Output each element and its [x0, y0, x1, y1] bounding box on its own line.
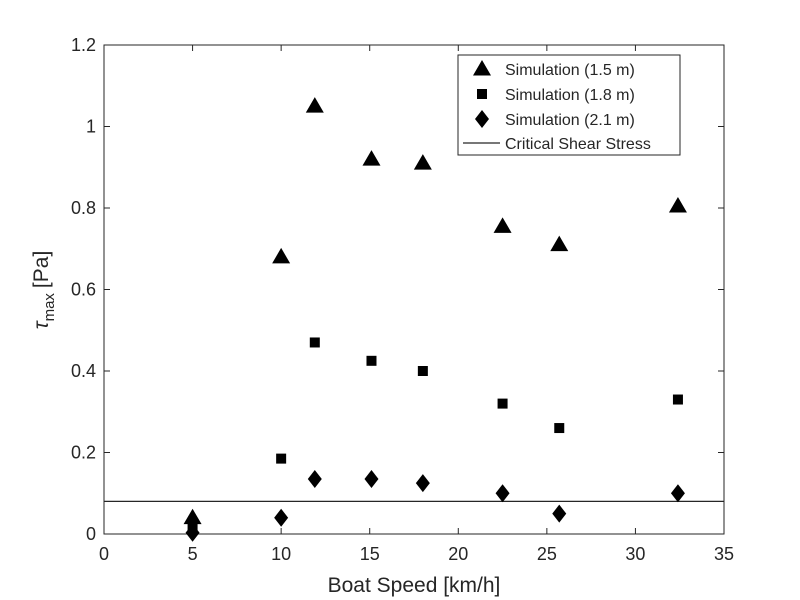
data-point-square — [417, 366, 428, 376]
data-point-triangle — [493, 217, 512, 233]
data-point-triangle — [183, 508, 202, 525]
x-tick-label: 15 — [360, 544, 380, 564]
data-point-square — [554, 423, 565, 434]
data-point-diamond — [274, 508, 289, 527]
legend-marker-square — [477, 89, 487, 99]
data-point-triangle — [413, 154, 432, 170]
legend: Simulation (1.5 m) Simulation (1.8 m) Simu… — [457, 54, 681, 156]
data-point-square — [672, 394, 683, 405]
data-point-diamond — [552, 504, 567, 523]
legend-marker-diamond — [475, 110, 489, 128]
data-point-triangle — [668, 196, 687, 213]
legend-items: Simulation (1.5 m) Simulation (1.8 m) Simu… — [463, 60, 651, 153]
data-point-square — [497, 398, 508, 409]
data-point-triangle — [550, 235, 569, 252]
x-tick-label: 10 — [271, 544, 291, 564]
data-point-diamond — [495, 484, 510, 503]
data-point-diamond — [415, 474, 430, 493]
x-tick-label: 20 — [448, 544, 468, 564]
data-point-diamond — [670, 484, 685, 503]
data-point-diamond — [307, 469, 322, 488]
y-tick-label: 0 — [86, 524, 96, 544]
data-markers — [183, 97, 687, 542]
data-point-triangle — [272, 247, 291, 264]
y-tick-label: 0.4 — [71, 361, 96, 381]
data-point-diamond — [364, 469, 379, 488]
y-tick-label: 0.2 — [71, 443, 96, 463]
data-point-square — [366, 355, 377, 366]
y-axis-unit: [Pa] — [30, 251, 53, 288]
data-point-triangle — [362, 150, 381, 166]
legend-label: Simulation (1.8 m) — [505, 87, 635, 104]
legend-label: Simulation (1.5 m) — [505, 62, 635, 79]
y-tick-label: 1.2 — [71, 35, 96, 55]
legend-box — [457, 54, 681, 156]
x-tick-label: 5 — [188, 544, 198, 564]
y-axis-symbol: τ — [30, 320, 53, 329]
axis-ticks: 0 5 10 15 20 25 30 35 0 0.2 0.4 0.6 0.8 1 1.2 — [71, 35, 734, 564]
data-point-diamond — [185, 523, 200, 542]
y-tick-label: 1 — [86, 117, 96, 137]
y-axis-title: τmax [Pa] — [30, 251, 58, 330]
legend-marker-triangle — [473, 60, 491, 76]
x-tick-label: 35 — [714, 544, 734, 564]
y-tick-label: 0.6 — [71, 280, 96, 300]
data-point-triangle — [305, 97, 324, 113]
y-axis-subscript: max — [41, 293, 58, 322]
x-axis-title: Boat Speed [km/h] — [328, 574, 501, 597]
legend-label: Simulation (2.1 m) — [505, 112, 635, 129]
x-tick-label: 30 — [625, 544, 645, 564]
y-tick-label: 0.8 — [71, 198, 96, 218]
data-point-square — [309, 337, 320, 348]
x-tick-label: 25 — [537, 544, 557, 564]
legend-label: Critical Shear Stress — [505, 136, 651, 153]
data-point-square — [276, 453, 287, 464]
x-tick-label: 0 — [99, 544, 109, 564]
